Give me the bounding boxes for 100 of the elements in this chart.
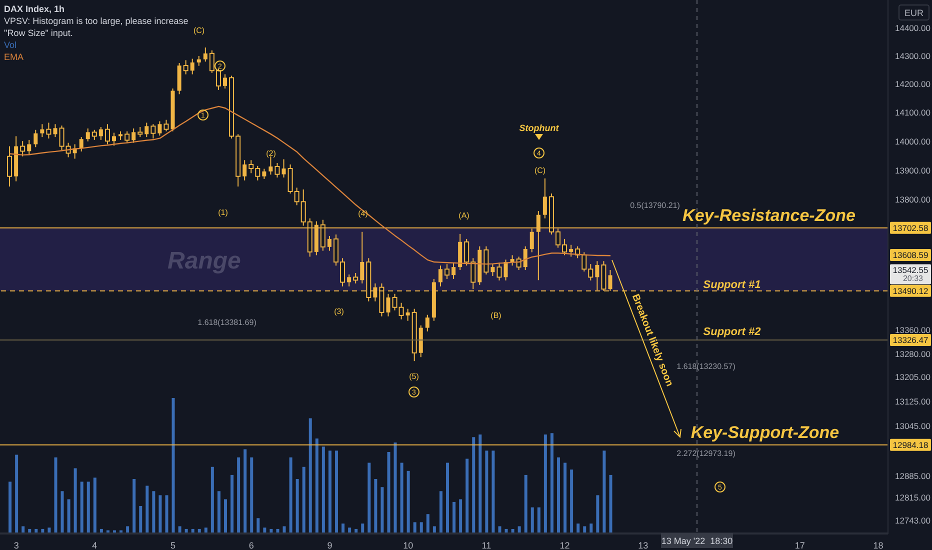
candlestick	[406, 308, 410, 322]
bar	[466, 458, 469, 533]
bar	[439, 491, 442, 533]
bar	[93, 478, 96, 533]
x-tick-label: 12	[560, 540, 570, 550]
candlestick	[124, 130, 130, 144]
y-tick-label: 14300.00	[895, 50, 931, 61]
text: VPSV: Histogram is too large, please increase "Row Size" input.	[4, 15, 189, 39]
bar	[485, 450, 488, 533]
bar	[250, 457, 254, 533]
bar	[406, 470, 410, 533]
bar	[609, 474, 612, 533]
x-tick-label: 3	[14, 540, 19, 550]
x-tick-label: 6	[248, 540, 254, 550]
bar	[172, 398, 175, 533]
bar	[472, 437, 476, 533]
candlestick	[27, 139, 32, 155]
bar	[394, 442, 397, 533]
annotation: 0.5(13790.21)	[630, 200, 680, 210]
candlestick	[523, 246, 528, 271]
bar	[139, 506, 142, 533]
x-tick-label: 13	[638, 540, 648, 550]
annotation: (4)	[358, 208, 368, 218]
text: 20:33	[902, 274, 924, 283]
annotation: (C)	[534, 166, 546, 175]
bar	[217, 491, 220, 533]
candlestick	[40, 124, 44, 138]
x-tick-label: 17	[794, 540, 805, 550]
candlestick	[7, 146, 12, 188]
candlestick	[353, 272, 358, 284]
candlestick	[425, 314, 430, 332]
candlestick	[484, 246, 489, 275]
candlestick	[327, 236, 332, 252]
ref-line-label: 12984.18	[892, 440, 928, 450]
candlestick	[282, 158, 286, 178]
bar	[335, 450, 338, 533]
bar	[165, 495, 168, 533]
x-tick-label: 5	[170, 540, 176, 550]
text: EUR	[904, 8, 924, 18]
bar	[54, 457, 58, 533]
candlestick	[504, 259, 508, 281]
candlestick	[274, 162, 280, 178]
candlestick	[490, 264, 495, 276]
candlestick	[452, 262, 456, 280]
candlestick	[386, 293, 390, 317]
bar	[146, 486, 149, 533]
candlestick	[46, 122, 52, 139]
x-tick-label: 9	[327, 540, 332, 550]
candlestick	[360, 231, 364, 284]
annotation: Support #2	[703, 326, 761, 338]
text: 13 May '22 18:30	[661, 536, 733, 546]
ref-line-label: 13326.47	[892, 335, 928, 346]
bar	[15, 454, 18, 533]
bar	[67, 499, 70, 533]
annotation: 2.272(12973.19)	[676, 448, 736, 458]
y-tick-label: 13800.00	[895, 194, 931, 204]
bar	[86, 482, 90, 533]
annotation: (3)	[334, 306, 344, 316]
bar	[524, 474, 528, 533]
candlestick	[53, 124, 58, 138]
y-tick-label: 14000.00	[895, 136, 931, 146]
bar	[400, 462, 404, 533]
bar	[530, 507, 534, 533]
candlestick	[444, 264, 450, 280]
y-tick-label: 14400.00	[895, 22, 931, 33]
y-tick-label: 13900.00	[895, 165, 931, 176]
candlestick	[98, 126, 103, 140]
bar	[426, 514, 430, 533]
x-tick-label: 18	[873, 540, 884, 550]
bar	[302, 466, 306, 533]
candlestick	[92, 129, 97, 140]
y-tick-label: 13045.00	[895, 421, 931, 432]
x-tick-label: 11	[482, 540, 492, 550]
candlestick	[569, 244, 574, 258]
bar	[446, 462, 449, 533]
bar	[296, 479, 299, 533]
bar	[315, 438, 318, 533]
candlestick	[132, 128, 136, 144]
bar	[602, 450, 606, 533]
bar	[380, 487, 384, 533]
candlestick	[542, 178, 547, 219]
bar	[74, 468, 77, 533]
annotation: (B)	[490, 310, 502, 320]
y-tick-label: 13125.00	[895, 396, 931, 406]
bar	[452, 502, 456, 533]
candlestick	[196, 55, 201, 66]
text: DAX Index, 1h	[4, 3, 66, 15]
y-tick-label: 14100.00	[895, 108, 931, 118]
candlestick	[158, 120, 162, 136]
y-tick-label: 13280.00	[895, 349, 931, 360]
y-tick-label: 14200.00	[895, 79, 931, 90]
y-tick-label: 13205.00	[895, 372, 931, 382]
y-tick-label: 12743.00	[895, 515, 931, 526]
bar	[256, 518, 260, 533]
candlestick	[34, 129, 38, 148]
annotation: (5)	[409, 372, 420, 381]
candlestick	[104, 124, 110, 145]
y-tick-label: 12885.00	[895, 470, 931, 481]
y-tick-label: 12815.00	[895, 492, 931, 503]
bar	[387, 452, 390, 533]
